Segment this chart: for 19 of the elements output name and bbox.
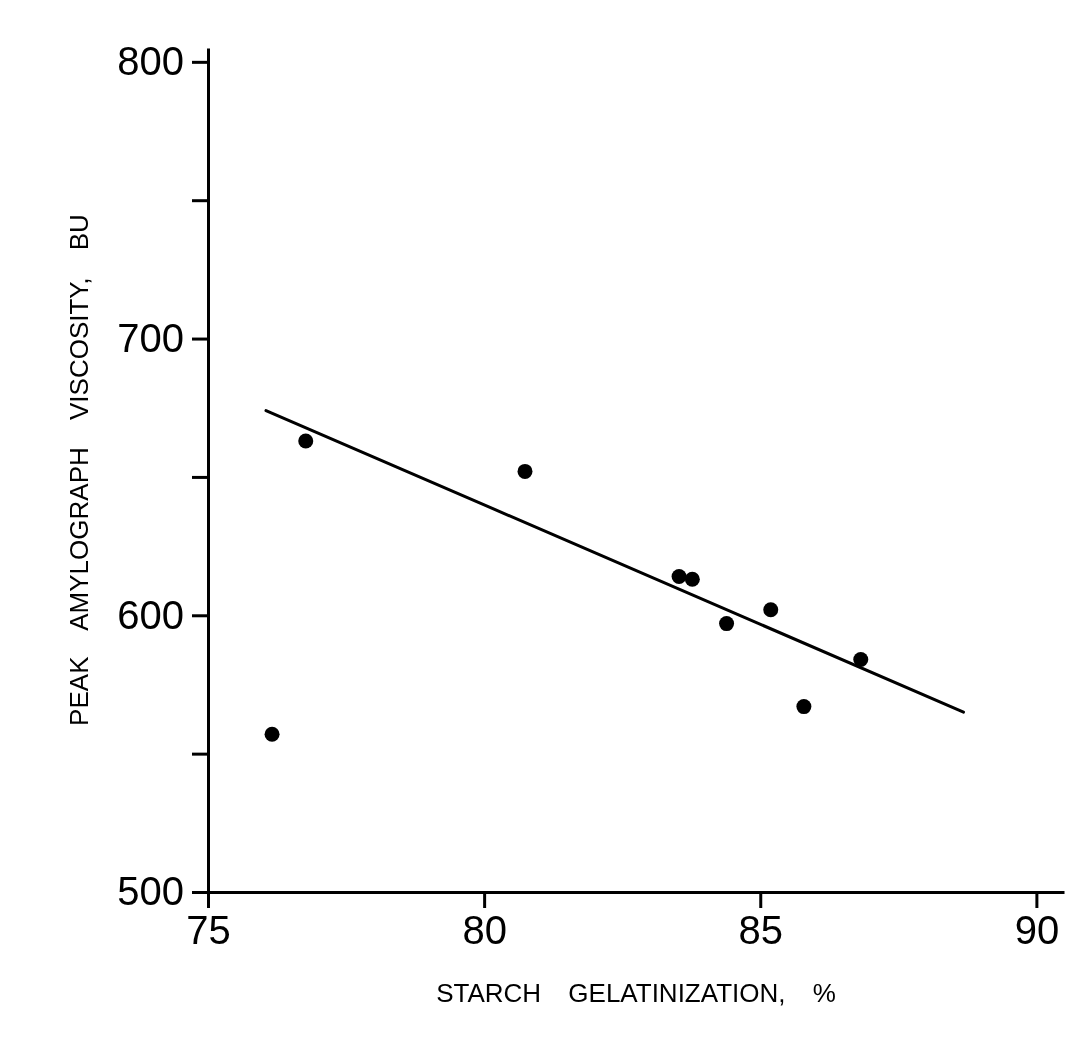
x-tick-label: 85 xyxy=(738,908,784,953)
x-tick-label: 90 xyxy=(1014,908,1060,953)
point xyxy=(517,463,533,479)
x-axis-title: STARCH GELATINIZATION, % xyxy=(436,978,836,1008)
y-tick-label: 700 xyxy=(117,315,184,360)
point xyxy=(853,652,869,668)
x-tick-label: 75 xyxy=(186,908,231,953)
point xyxy=(796,699,812,715)
point xyxy=(671,569,687,585)
y-tick-label: 600 xyxy=(117,592,184,637)
y-axis-title: PEAK AMYLOGRAPH VISCOSITY, BU xyxy=(64,214,94,726)
x-tick-label: 80 xyxy=(462,908,507,953)
y-tick-label: 500 xyxy=(117,869,184,914)
point xyxy=(763,602,779,618)
point xyxy=(298,433,314,449)
y-tick-label: 800 xyxy=(117,39,184,84)
point xyxy=(264,726,280,742)
point xyxy=(684,571,700,587)
point xyxy=(719,616,735,632)
